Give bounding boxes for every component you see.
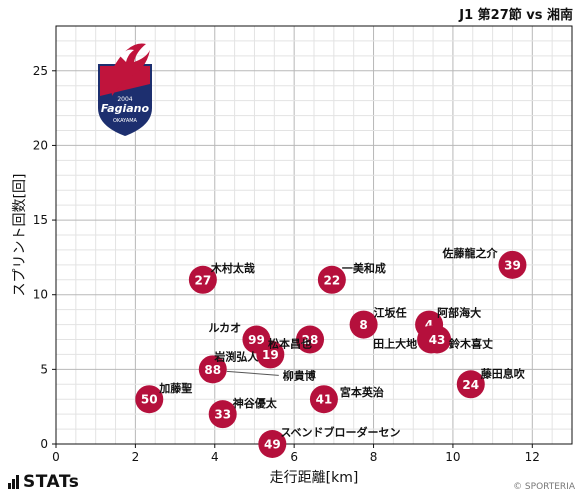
player-marker [188, 265, 217, 294]
player-name: 一美和成 [342, 261, 386, 275]
x-axis-label: 走行距離[km] [270, 469, 359, 486]
y-tick-label: 15 [33, 213, 48, 227]
player-marker [256, 340, 285, 369]
match-title: J1 第27節 vs 湘南 [459, 8, 573, 23]
x-axis-ticks: 0 2 4 6 8 10 12 [52, 444, 540, 464]
x-tick-label: 8 [370, 450, 378, 464]
stats-bars-icon [8, 475, 19, 489]
logo-year: 2004 [117, 96, 132, 103]
player-number: 27 [195, 273, 212, 287]
player-name: 江坂任 [374, 306, 407, 320]
pheasant-head-icon [120, 49, 134, 62]
logo-text: Fagiano [101, 102, 150, 115]
player-name: 柳貴博 [283, 368, 316, 382]
player-marker [498, 250, 527, 279]
player-marker [456, 370, 485, 399]
player-number: 50 [141, 393, 158, 407]
player-marker [317, 265, 346, 294]
player-name: ルカオ [208, 322, 241, 335]
x-tick-label: 4 [211, 450, 219, 464]
player-name: 佐藤龍之介 [441, 246, 498, 260]
player-marker [198, 355, 227, 384]
y-tick-label: 20 [33, 138, 48, 152]
player-number: 41 [316, 393, 333, 407]
player-marker [208, 400, 237, 429]
player-name: 阿部海大 [437, 306, 481, 320]
stats-brand: STATs [8, 472, 79, 492]
player-name: 加藤聖 [158, 381, 192, 395]
player-number: 88 [204, 363, 221, 377]
y-tick-label: 0 [40, 437, 48, 451]
y-axis-ticks: 0 5 10 15 20 25 [33, 64, 56, 451]
player-number: 4 [425, 318, 433, 332]
grid [55, 25, 573, 445]
x-tick-label: 0 [52, 450, 60, 464]
player-marker [258, 430, 287, 458]
player-name: 田上大地 [373, 337, 417, 351]
player-marker [296, 325, 325, 354]
y-tick-label: 25 [33, 64, 48, 78]
logo-sub: OKAYAMA [113, 118, 138, 124]
stats-brand-label: STATs [23, 472, 80, 492]
y-tick-label: 5 [40, 362, 48, 376]
player-number: 33 [214, 408, 231, 422]
x-tick-label: 10 [445, 450, 460, 464]
copyright: © SPORTERIA [513, 482, 575, 492]
player-number: 19 [262, 348, 279, 362]
player-number: 22 [324, 273, 341, 287]
player-name: 宮本英治 [340, 385, 384, 399]
y-axis-label: スプリント回数[回] [12, 174, 28, 297]
y-tick-label: 10 [33, 288, 48, 302]
x-tick-label: 2 [132, 450, 140, 464]
data-points: 392722841443992819882450413349佐藤龍之介木村太哉一… [135, 246, 527, 458]
label-leader-line [226, 370, 279, 376]
plot-frame [55, 25, 573, 445]
player-name: 松本昌也 [268, 337, 312, 351]
player-marker [423, 325, 452, 354]
player-number: 8 [359, 318, 367, 332]
player-number: 24 [462, 378, 479, 392]
player-marker [135, 385, 164, 414]
player-name: スベンドブローダーセン [280, 425, 400, 439]
player-name: 木村太哉 [210, 261, 255, 275]
player-name: 藤田息吹 [481, 366, 526, 380]
player-number: 28 [302, 333, 319, 347]
player-name: 神谷優太 [233, 396, 278, 410]
player-number: 43 [429, 333, 446, 347]
player-marker [309, 385, 338, 414]
player-number: 49 [264, 438, 281, 452]
player-name: 鈴木喜丈 [449, 337, 493, 351]
x-tick-label: 12 [525, 450, 540, 464]
player-name: 岩渕弘人 [213, 349, 259, 363]
x-tick-label: 6 [290, 450, 298, 464]
player-number: 99 [248, 333, 265, 347]
player-marker [349, 310, 378, 339]
player-number: 39 [504, 258, 521, 272]
